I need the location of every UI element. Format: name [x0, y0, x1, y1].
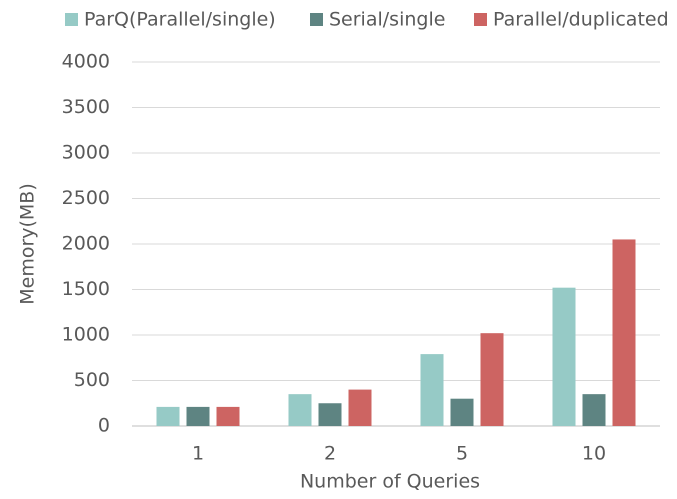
legend-label: ParQ(Parallel/single) — [84, 9, 276, 31]
y-tick-label: 3500 — [62, 96, 110, 118]
y-axis-label: Memory(MB) — [17, 183, 39, 305]
bar — [318, 403, 342, 426]
bar — [420, 354, 444, 426]
bar — [612, 239, 636, 426]
y-tick-label: 2500 — [62, 187, 110, 209]
bar — [552, 287, 576, 426]
bar — [348, 389, 372, 426]
legend-label: Parallel/duplicated — [493, 9, 669, 31]
x-tick-label: 10 — [582, 443, 606, 465]
legend-label: Serial/single — [329, 9, 445, 31]
y-tick-label: 500 — [74, 369, 110, 391]
legend-swatch — [474, 13, 487, 26]
y-tick-label: 1500 — [62, 278, 110, 300]
legend-swatch — [310, 13, 323, 26]
bar — [582, 394, 606, 426]
bar — [450, 398, 474, 426]
x-axis-label: Number of Queries — [300, 471, 480, 493]
legend-swatch — [65, 13, 78, 26]
x-tick-label: 1 — [192, 443, 204, 465]
y-tick-label: 3000 — [62, 142, 110, 164]
y-tick-label: 4000 — [62, 51, 110, 73]
x-tick-label: 5 — [456, 443, 468, 465]
y-tick-label: 1000 — [62, 324, 110, 346]
y-tick-label: 2000 — [62, 233, 110, 255]
bar — [216, 406, 240, 426]
bar — [186, 406, 210, 426]
bar — [480, 333, 504, 426]
bar — [288, 394, 312, 426]
bar — [156, 406, 180, 426]
y-tick-label: 0 — [98, 415, 110, 437]
x-tick-label: 2 — [324, 443, 336, 465]
